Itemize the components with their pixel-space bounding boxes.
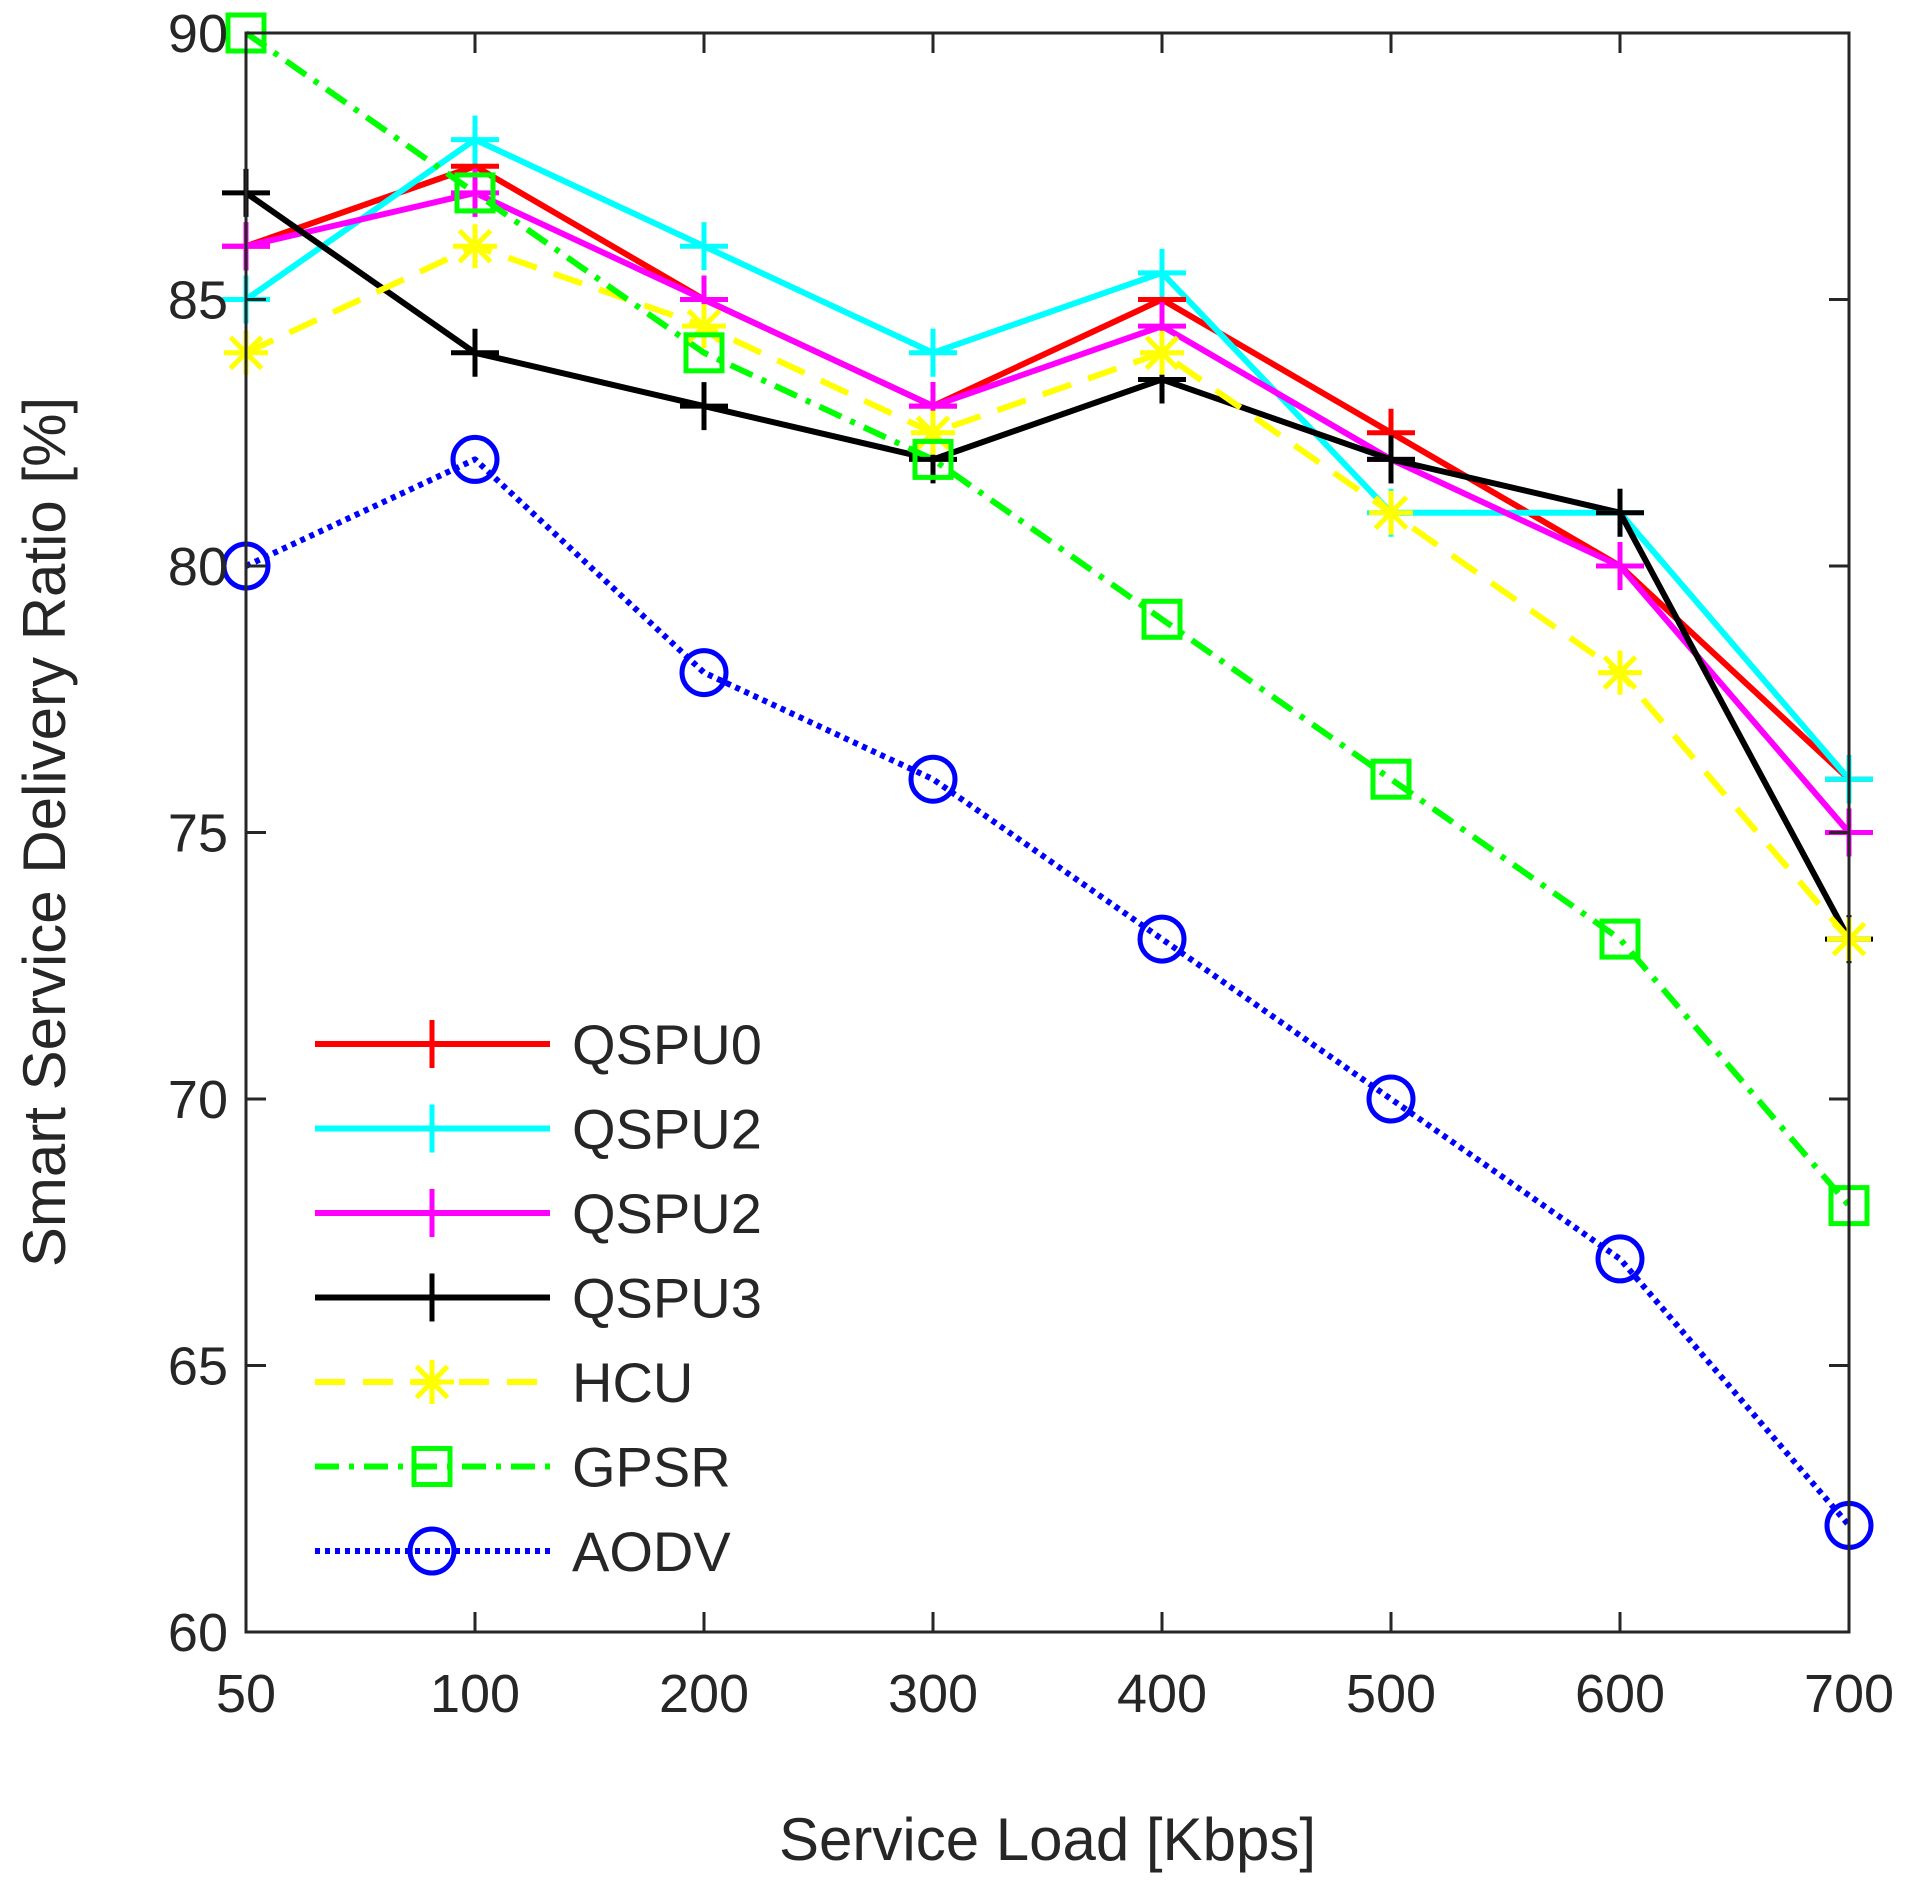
x-tick-label: 600	[1575, 1664, 1665, 1724]
x-tick-label: 500	[1346, 1664, 1436, 1724]
series-line-gpsr-5	[244, 30, 1852, 1208]
data-point-hcu-4-2	[682, 304, 726, 349]
data-point-gpsr-5-5	[1370, 758, 1412, 800]
legend-marker	[410, 1360, 454, 1404]
data-point-gpsr-5-1	[454, 172, 496, 214]
legend-label: QSPU2	[572, 1182, 762, 1245]
legend-label: AODV	[572, 1520, 731, 1583]
marker-circle	[407, 1526, 457, 1576]
data-point-qspu2-2-6	[1596, 542, 1644, 590]
legend-entry-qspu2-2: QSPU2	[315, 1182, 762, 1245]
legend-marker	[407, 1526, 457, 1576]
data-point-hcu-4-6	[1598, 650, 1642, 695]
marker-square	[912, 438, 954, 480]
data-point-gpsr-5-3	[912, 438, 954, 480]
data-point-qspu3-3-5	[1367, 435, 1415, 484]
marker-circle	[1595, 1234, 1645, 1284]
marker-circle	[679, 648, 729, 698]
data-point-hcu-4-3	[911, 410, 955, 455]
data-point-qspu2-1-2	[680, 222, 728, 271]
legend: QSPU0 QSPU2 QSPU2 QSPU3 HCU GPSR AODV	[315, 1013, 762, 1583]
x-tick-label: 300	[888, 1664, 978, 1724]
y-tick-label: 75	[168, 804, 228, 864]
data-point-hcu-4-1	[453, 224, 497, 269]
series-line-qspu2-2	[245, 189, 1852, 835]
data-point-gpsr-5-4	[1141, 598, 1183, 640]
legend-entry-hcu-4: HCU	[315, 1351, 693, 1414]
data-point-hcu-4-5	[1369, 490, 1413, 535]
legend-entry-qspu3-3: QSPU3	[315, 1267, 762, 1330]
x-axis-label: Service Load [Kbps]	[779, 1806, 1316, 1873]
series-line-qspu2-1	[244, 136, 1852, 782]
marker-circle	[1137, 914, 1187, 964]
legend-entry-gpsr-5: GPSR	[315, 1436, 731, 1499]
marker-square	[454, 172, 496, 214]
x-tick-label: 400	[1117, 1664, 1207, 1724]
marker-asterisk-stroke	[457, 228, 493, 264]
data-point-gpsr-5-6	[1599, 918, 1641, 960]
marker-asterisk-stroke	[1373, 495, 1409, 531]
marker-square	[1370, 758, 1412, 800]
data-point-gpsr-5-2	[683, 332, 725, 374]
legend-marker	[408, 1020, 456, 1068]
data-point-qspu2-1-3	[909, 328, 957, 377]
x-tick-label: 700	[1804, 1664, 1894, 1724]
legend-entry-aodv-6: AODV	[315, 1520, 731, 1583]
y-tick-label: 60	[168, 1603, 228, 1663]
marker-asterisk-stroke	[1602, 655, 1638, 690]
marker-square	[683, 332, 725, 374]
y-tick-label: 85	[168, 271, 228, 331]
marker-circle	[908, 754, 958, 804]
series-line-qspu0-0	[245, 163, 1852, 782]
data-point-aodv-6-6	[1595, 1234, 1645, 1284]
marker-asterisk-stroke	[414, 1364, 450, 1400]
y-tick-label: 90	[168, 4, 228, 64]
legend-label: QSPU3	[572, 1267, 762, 1330]
x-tick-label: 100	[430, 1664, 520, 1724]
data-point-qspu3-3-6	[1596, 488, 1644, 537]
data-point-qspu3-3-1	[451, 328, 499, 377]
marker-circle	[450, 434, 500, 484]
marker-square	[1599, 918, 1641, 960]
data-point-qspu3-3-2	[680, 382, 728, 431]
y-tick-label: 65	[168, 1337, 228, 1397]
y-tick-label: 70	[168, 1070, 228, 1130]
series-line-aodv-6	[244, 456, 1852, 1528]
legend-label: QSPU2	[572, 1098, 762, 1161]
x-tick-label: 200	[659, 1664, 749, 1724]
marker-square	[411, 1446, 453, 1487]
legend-marker	[408, 1189, 456, 1237]
legend-label: GPSR	[572, 1436, 731, 1499]
data-point-aodv-6-5	[1366, 1074, 1416, 1124]
legend-label: HCU	[572, 1351, 693, 1414]
data-point-qspu2-1-1	[451, 115, 499, 164]
data-point-aodv-6-2	[679, 648, 729, 698]
y-tick-label: 80	[168, 537, 228, 597]
data-point-hcu-4-4	[1140, 330, 1184, 375]
legend-label: QSPU0	[572, 1013, 762, 1076]
legend-entry-qspu2-1: QSPU2	[315, 1098, 762, 1161]
marker-circle	[1366, 1074, 1416, 1124]
legend-marker	[411, 1446, 453, 1487]
data-point-aodv-6-4	[1137, 914, 1187, 964]
data-point-aodv-6-3	[908, 754, 958, 804]
legend-entry-qspu0-0: QSPU0	[315, 1013, 762, 1076]
series-line-hcu-4	[244, 243, 1852, 942]
legend-marker	[408, 1273, 456, 1322]
data-point-aodv-6-1	[450, 434, 500, 484]
x-tick-label: 50	[216, 1664, 276, 1724]
data-point-qspu2-1-4	[1138, 248, 1186, 297]
y-axis-label: Smart Service Delivery Ratio [%]	[11, 397, 78, 1267]
marker-asterisk-stroke	[1144, 335, 1180, 371]
marker-square	[1141, 598, 1183, 640]
legend-marker	[408, 1104, 456, 1153]
series-line-qspu3-3	[244, 190, 1852, 941]
